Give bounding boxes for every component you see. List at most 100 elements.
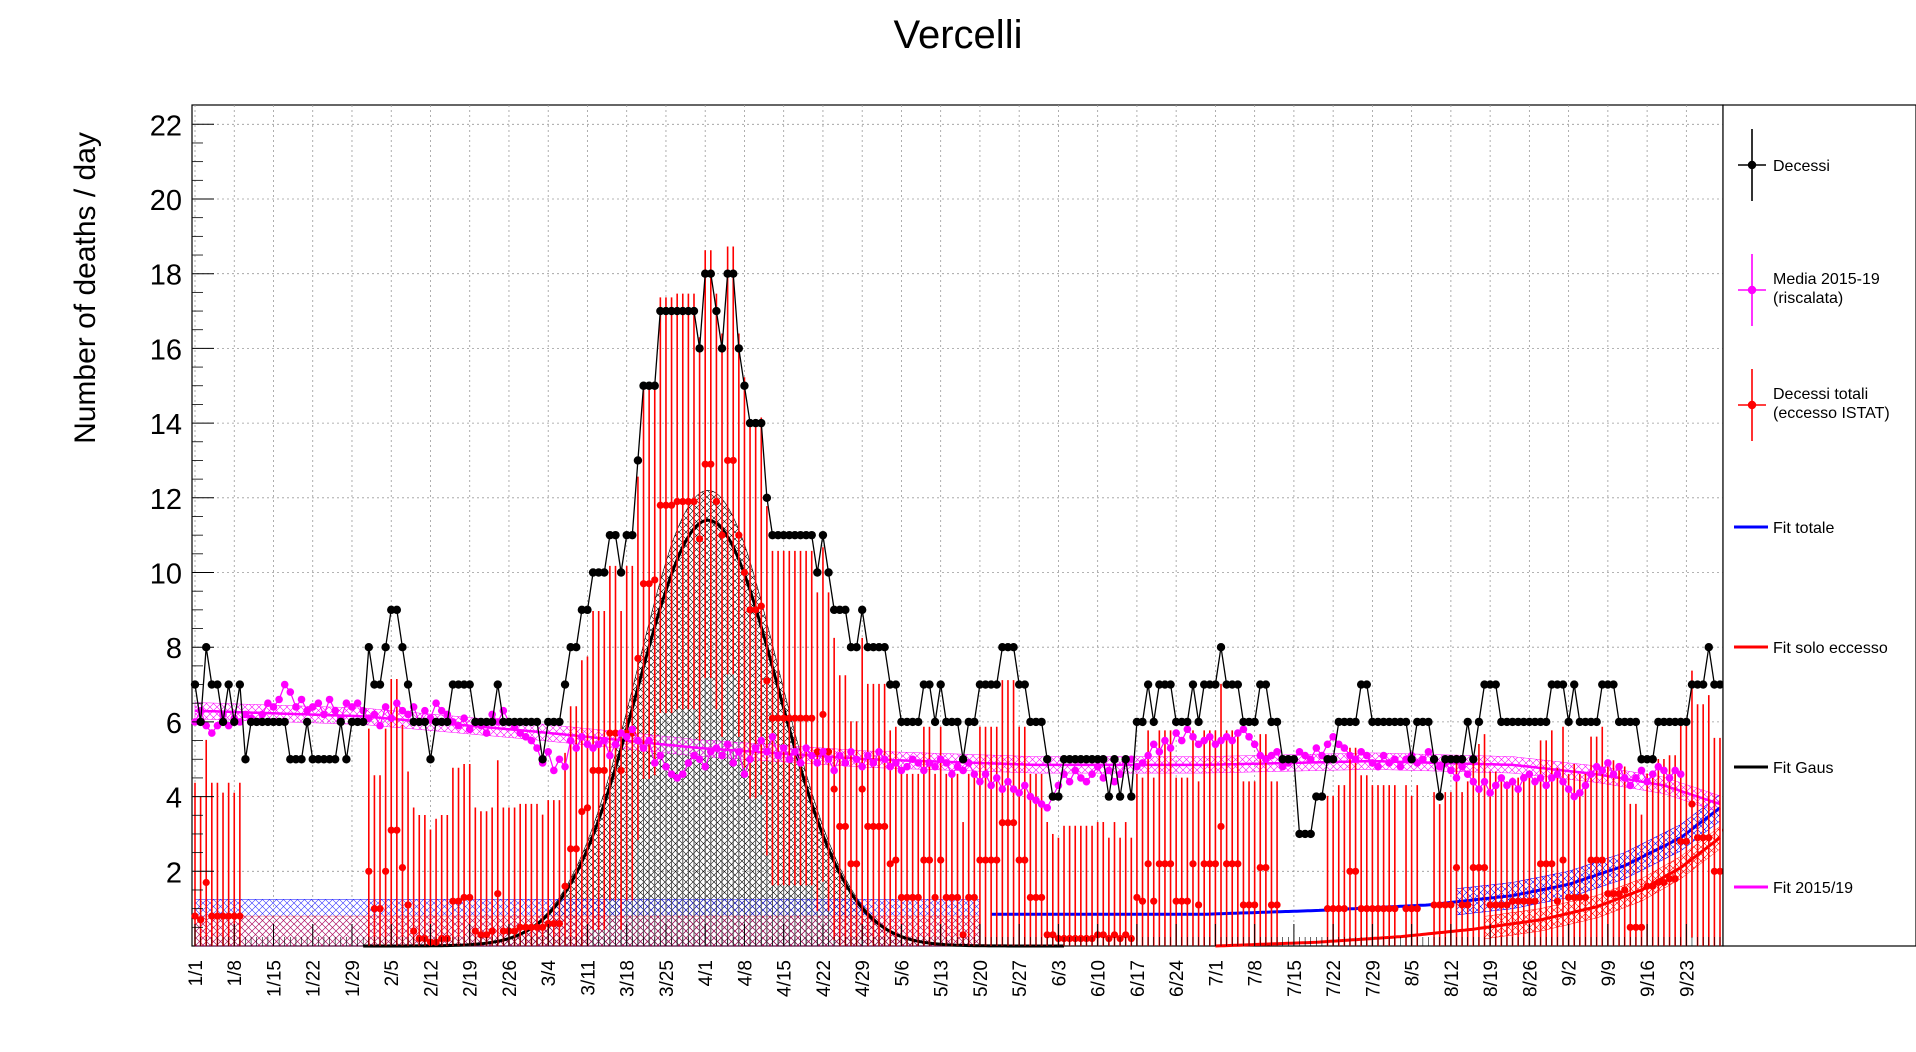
- media-2015-19-point: [1514, 785, 1522, 793]
- media-2015-19-point: [1469, 777, 1478, 786]
- excess-point: [701, 460, 709, 468]
- media-2015-19-point: [1200, 736, 1208, 745]
- decessi-point: [426, 755, 435, 764]
- decessi-point: [762, 493, 772, 502]
- media-2015-19-point: [1161, 736, 1169, 745]
- media-2015-19-point: [662, 762, 670, 771]
- decessi-point: [880, 643, 889, 652]
- decessi-point: [532, 717, 542, 727]
- media-2015-19-point: [751, 744, 760, 752]
- media-2015-19-point: [1166, 744, 1175, 752]
- x-tick-label: 5/20: [971, 960, 992, 997]
- decessi-point: [1216, 643, 1226, 652]
- excess-point: [1368, 905, 1376, 913]
- media-2015-19-point: [1374, 762, 1382, 771]
- excess-point: [1026, 893, 1034, 902]
- media-2015-19-point: [1435, 762, 1444, 771]
- excess-point: [1677, 837, 1685, 846]
- excess-point: [1194, 901, 1203, 909]
- y-tick-label: 10: [150, 559, 182, 591]
- x-tick-label: 8/5: [1403, 960, 1424, 986]
- x-tick-label: 1/15: [264, 960, 285, 997]
- media-2015-19-point: [959, 766, 967, 775]
- media-2015-19-point: [1245, 733, 1253, 741]
- media-2015-19-point: [1660, 766, 1668, 775]
- excess-point: [1441, 901, 1449, 909]
- decessi-point: [392, 605, 402, 615]
- media-2015-19-point: [1205, 733, 1214, 741]
- media-2015-19-point: [970, 770, 979, 778]
- excess-point: [1217, 822, 1225, 831]
- excess-point: [796, 714, 805, 722]
- media-2015-19-point: [1391, 755, 1399, 764]
- excess-point: [225, 912, 233, 920]
- decessi-point: [381, 643, 390, 652]
- media-2015-19-point: [516, 729, 524, 737]
- decessi-point: [1317, 792, 1327, 801]
- x-tick-label: 1/8: [225, 960, 246, 986]
- excess-point: [578, 807, 586, 816]
- excess-point: [1346, 867, 1354, 875]
- excess-point: [780, 714, 788, 722]
- decessi-point: [1099, 755, 1108, 764]
- media-2015-19-point: [308, 703, 317, 711]
- media-2015-19-point: [1189, 733, 1197, 741]
- media-2015-19-point: [1548, 774, 1556, 782]
- excess-point: [1598, 856, 1606, 864]
- decessi-point: [1009, 643, 1018, 652]
- decessi-point: [936, 680, 945, 689]
- excess-point: [510, 927, 519, 935]
- excess-point: [1032, 893, 1040, 902]
- decessi-point: [364, 643, 374, 652]
- excess-point: [965, 893, 973, 902]
- media-2015-19-point: [740, 770, 749, 778]
- media-2015-19-point: [813, 759, 822, 767]
- decessi-point: [1424, 717, 1433, 727]
- excess-point: [634, 654, 642, 663]
- excess-point: [230, 912, 238, 920]
- media-2015-19-point: [1043, 804, 1052, 812]
- media-2015-19-point: [1194, 740, 1203, 749]
- decessi-point: [1166, 680, 1175, 689]
- excess-point: [998, 819, 1006, 827]
- excess-point: [1256, 863, 1264, 872]
- media-2015-19-point: [1637, 766, 1646, 775]
- decessi-point: [213, 680, 222, 689]
- excess-point: [410, 927, 418, 935]
- media-2015-19-point: [1211, 740, 1220, 749]
- media-2015-19-point: [1323, 740, 1332, 749]
- decessi-point: [1272, 717, 1282, 727]
- media-2015-19-point: [1239, 725, 1248, 734]
- media-2015-19-point: [1037, 800, 1046, 808]
- decessi-point: [297, 755, 306, 764]
- excess-point: [1385, 905, 1393, 913]
- decessi-point: [925, 680, 934, 689]
- decessi-point: [841, 605, 850, 615]
- excess-point: [1497, 901, 1505, 909]
- excess-point: [1626, 923, 1634, 931]
- excess-point: [1110, 931, 1119, 939]
- media-2015-19-point: [269, 703, 278, 711]
- media-2015-19-point: [348, 703, 356, 711]
- media-2015-19-point: [1536, 774, 1545, 782]
- excess-point: [1643, 882, 1651, 890]
- media-2015-19-point: [1525, 770, 1534, 778]
- media-2015-19-point: [1632, 774, 1640, 782]
- excess-point: [881, 822, 889, 831]
- media-2015-19-point: [757, 736, 766, 745]
- excess-point: [981, 856, 990, 864]
- media-2015-19-point: [936, 755, 945, 764]
- decessi-point: [1469, 755, 1478, 764]
- excess-point: [1458, 901, 1466, 909]
- excess-point: [539, 923, 547, 931]
- media-2015-19-point: [1486, 789, 1494, 797]
- media-2015-19-point: [292, 703, 300, 711]
- media-2015-19-point: [1503, 781, 1511, 790]
- media-2015-19-point: [1110, 777, 1119, 786]
- media-2015-19-point: [807, 751, 816, 760]
- decessi-point: [824, 568, 833, 577]
- excess-point: [1632, 923, 1640, 931]
- excess-point: [892, 856, 900, 864]
- media-2015-19-point: [802, 744, 810, 752]
